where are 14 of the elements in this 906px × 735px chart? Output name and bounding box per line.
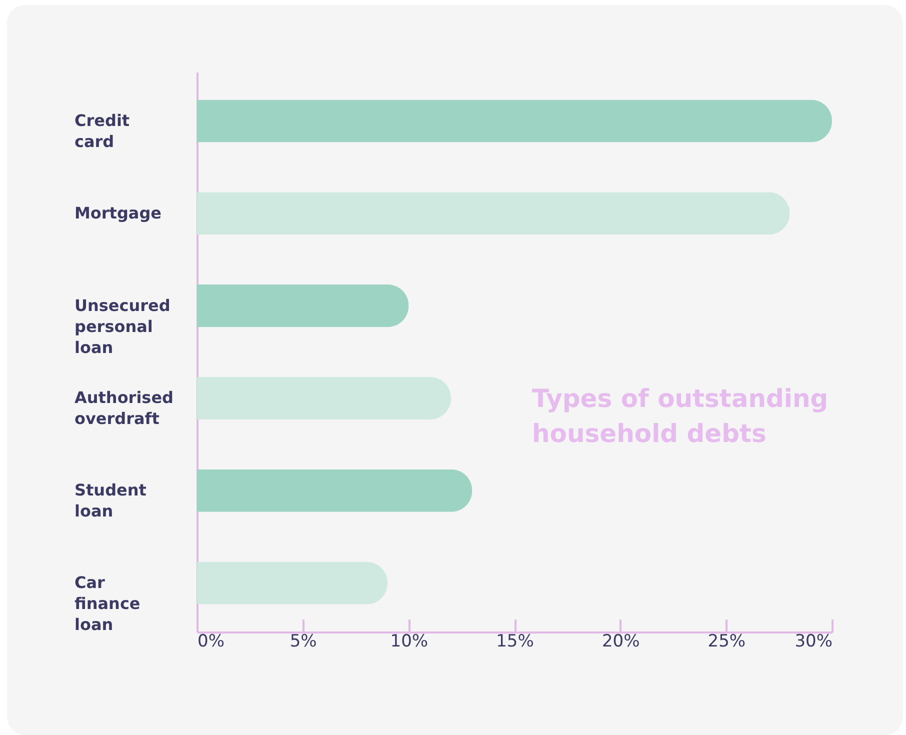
- y-tick-label: Student loan: [74, 480, 147, 521]
- y-tick-label: Authorised overdraft: [74, 388, 174, 428]
- y-tick-label: Unsecured personal loan: [74, 296, 170, 357]
- x-tick-label: 10%: [390, 632, 428, 652]
- y-tick-label: Car finance loan: [74, 573, 140, 634]
- x-tick-label: 5%: [290, 632, 317, 652]
- x-tick-label: 30%: [794, 632, 832, 652]
- x-tick-label: 0%: [198, 632, 224, 652]
- y-tick-label: Credit card: [74, 110, 130, 151]
- x-tick-label: 15%: [496, 632, 534, 652]
- x-tick-label: 25%: [708, 632, 746, 652]
- y-tick-label: Mortgage: [74, 203, 162, 222]
- x-tick-label: 20%: [602, 632, 640, 652]
- text: Types of outstanding household debts: [532, 384, 828, 448]
